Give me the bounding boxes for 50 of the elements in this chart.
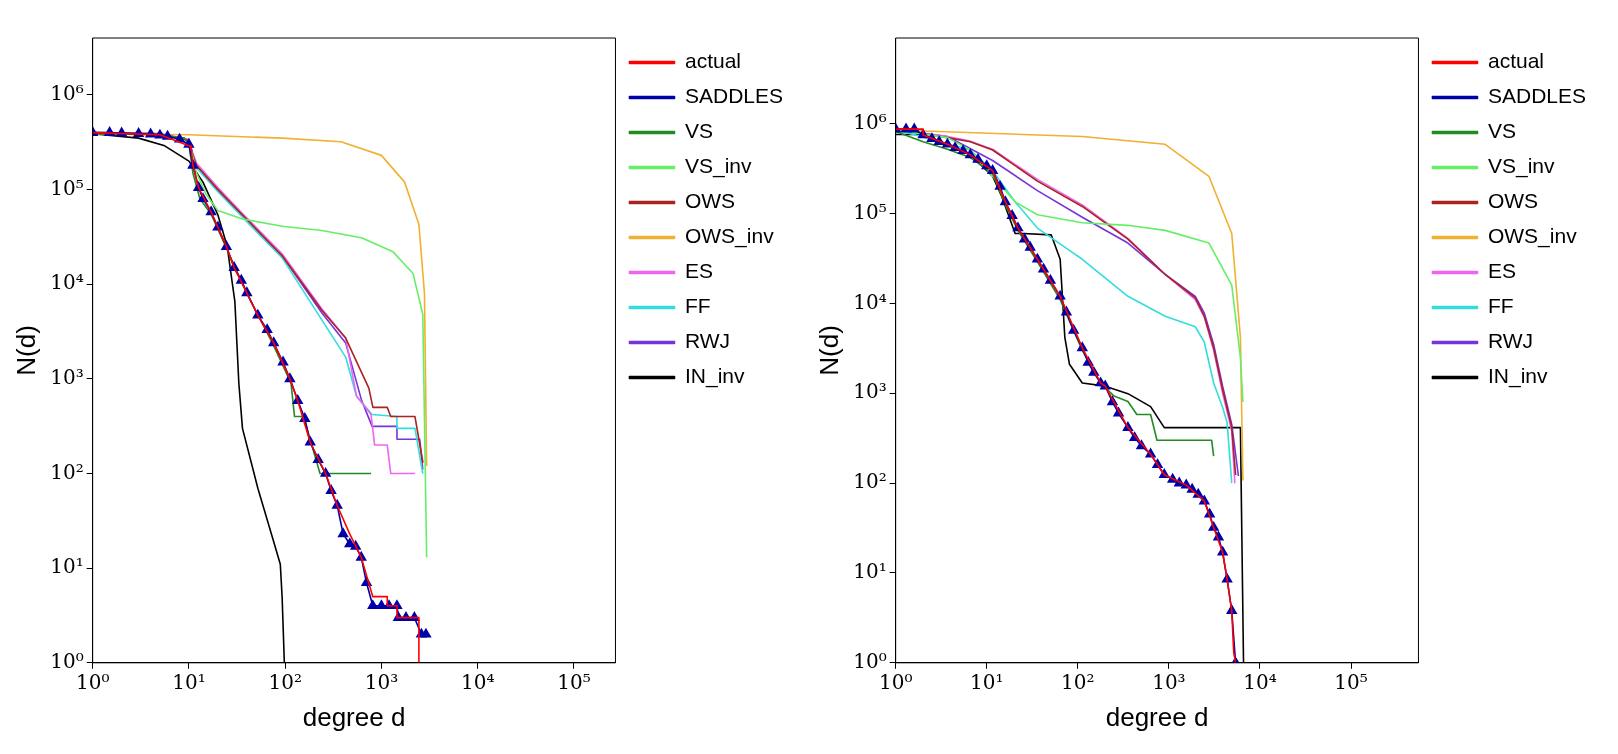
legend-label: FF [1487,294,1514,318]
legend-label: actual [684,49,742,73]
y-tick-label: 10² [853,469,887,494]
x-tick-label: 10³ [1152,670,1186,694]
y-tick-label: 10¹ [50,554,84,579]
x-tick-label: 10¹ [970,670,1004,694]
legend-label: ES [1487,259,1516,283]
y-tick-label: 10⁴ [50,270,84,295]
y-tick-label: 10³ [853,379,887,404]
x-tick-label: 10⁰ [878,670,913,694]
y-tick-label: 10⁴ [853,289,887,314]
x-tick-label: 10² [268,670,302,694]
legend-label: ES [684,259,713,283]
y-tick-label: 10⁰ [50,649,84,673]
y-tick-label: 10³ [50,365,84,390]
legend-label: IN_inv [1487,364,1548,389]
legend-label: IN_inv [684,364,745,389]
y-axis-title: N(d) [813,325,844,376]
legend-label: OWS [1487,189,1539,213]
legend-label: RWJ [1487,329,1534,353]
legend-label: RWJ [684,329,731,353]
legend-label: OWS [684,189,736,213]
y-axis-title: N(d) [10,325,41,376]
x-tick-label: 10⁴ [1243,670,1277,694]
y-tick-label: 10¹ [853,559,887,584]
legend-label: VS_inv [684,154,752,179]
legend-label: SADDLES [684,84,784,108]
y-tick-label: 10⁰ [853,649,887,673]
y-tick-label: 10⁶ [50,81,84,106]
x-tick-label: 10¹ [172,670,206,694]
legend-label: VS_inv [1487,154,1555,179]
x-tick-label: 10⁴ [460,670,495,694]
legend-label: OWS_inv [1487,224,1578,249]
legend-label: FF [684,294,711,318]
x-tick-label: 10⁵ [1334,670,1368,694]
legend-label: actual [1487,49,1545,73]
y-tick-label: 10⁵ [50,175,84,200]
x-tick-label: 10⁵ [557,670,591,694]
y-tick-label: 10⁶ [853,109,887,134]
x-axis-title: degree d [302,701,406,732]
legend-label: SADDLES [1487,84,1587,108]
x-axis-title: degree d [1105,701,1209,732]
y-tick-label: 10⁵ [853,199,887,224]
x-tick-label: 10³ [364,670,399,694]
x-tick-label: 10² [1061,670,1095,694]
x-tick-label: 10⁰ [75,670,110,694]
legend-label: OWS_inv [684,224,775,249]
legend-label: VS [684,119,713,143]
legend-label: VS [1487,119,1516,143]
y-tick-label: 10² [50,459,84,484]
